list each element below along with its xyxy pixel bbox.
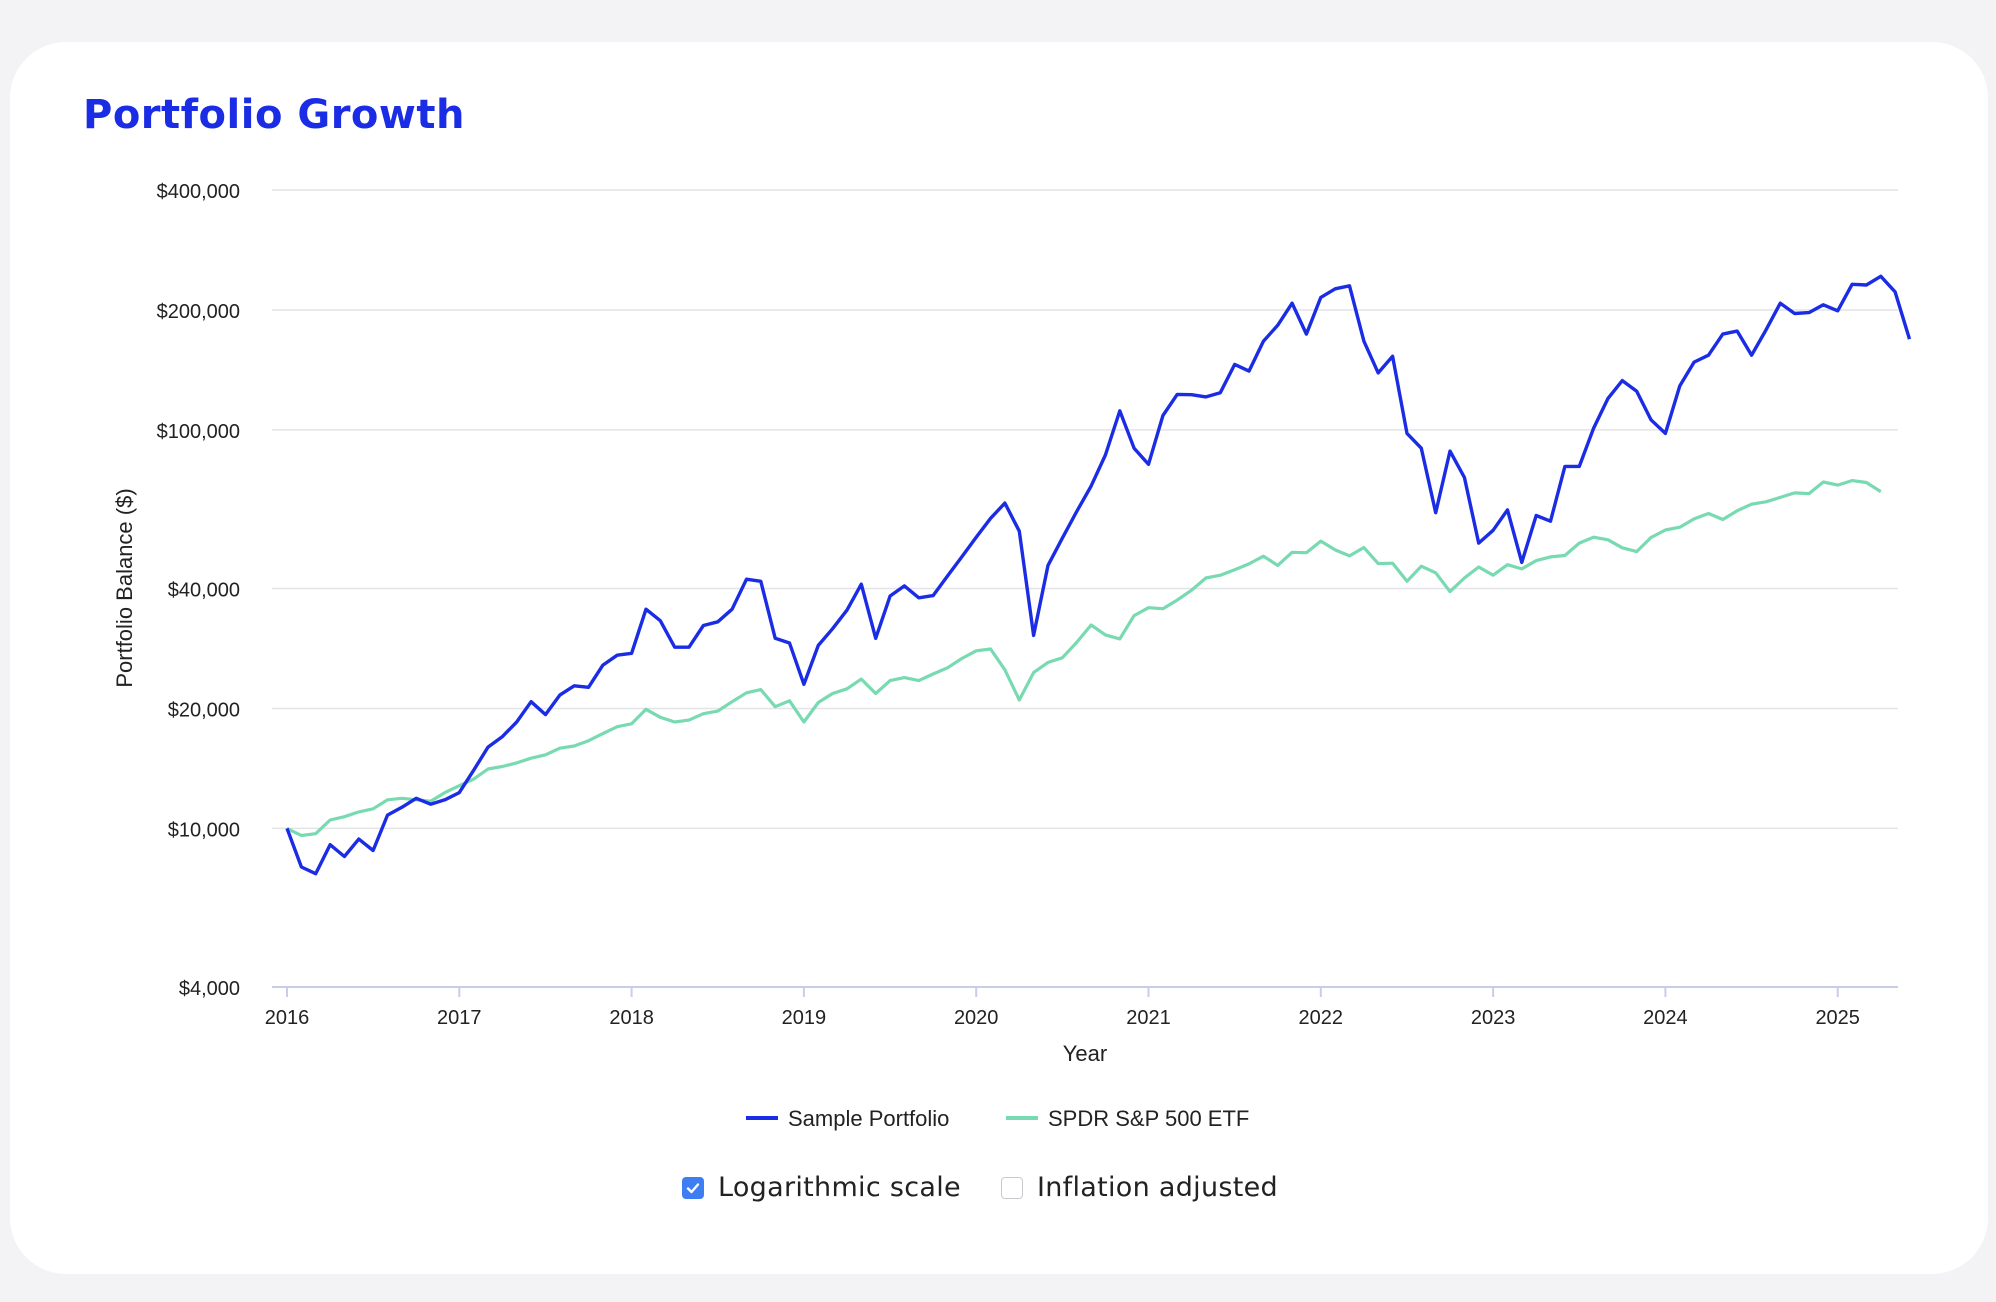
inflation-adjusted-checkbox[interactable]: [1000, 1176, 1023, 1199]
y-axis-label: Portfolio Balance ($): [112, 488, 137, 687]
y-tick-label: $4,000: [179, 978, 240, 1000]
series-lines: [285, 274, 1912, 876]
y-tick-label: $20,000: [168, 699, 240, 721]
x-tick-label: 2023: [1471, 1007, 1516, 1029]
y-axis-ticks: $4,000 $10,000 $20,000 $40,000 $100,000 $200,…: [157, 181, 240, 1000]
grid-lines: [272, 189, 1898, 830]
y-tick-label: $10,000: [168, 819, 240, 841]
x-tick-label: 2022: [1299, 1007, 1344, 1029]
x-axis-label: Year: [1063, 1041, 1107, 1066]
y-tick-label: $40,000: [168, 580, 240, 602]
legend-item-spdr-sp500[interactable]: SPDR S&P 500 ETF: [1006, 1106, 1249, 1131]
legend-label-sample-portfolio: Sample Portfolio: [788, 1106, 949, 1131]
y-tick-label: $100,000: [157, 421, 240, 443]
inflation-adjusted-label: Inflation adjusted: [1036, 1172, 1278, 1203]
series-line-sample-portfolio: [285, 274, 1912, 876]
portfolio-growth-chart: $4,000 $10,000 $20,000 $40,000 $100,000 $200,…: [112, 181, 1912, 1131]
legend-item-sample-portfolio[interactable]: Sample Portfolio: [746, 1106, 949, 1131]
y-tick-label: $200,000: [157, 301, 240, 323]
chart-options: Logarithmic scale Inflation adjusted: [0, 1172, 1978, 1203]
series-line-spdr-sp500: [286, 479, 1882, 838]
card-title: Portfolio Growth: [83, 92, 465, 138]
checkmark-icon: [686, 1182, 700, 1193]
portfolio-growth-card: [10, 42, 1988, 1274]
legend-label-spdr-sp500: SPDR S&P 500 ETF: [1048, 1106, 1249, 1131]
x-tick-label: 2020: [954, 1007, 999, 1029]
x-tick-label: 2018: [609, 1007, 654, 1029]
x-tick-label: 2019: [782, 1007, 827, 1029]
log-scale-checkbox[interactable]: [681, 1176, 704, 1199]
x-tick-label: 2017: [437, 1007, 482, 1029]
log-scale-option[interactable]: Logarithmic scale: [681, 1172, 961, 1203]
x-tick-label: 2021: [1126, 1007, 1171, 1029]
x-tick-label: 2016: [265, 1007, 310, 1029]
y-tick-label: $400,000: [157, 181, 240, 203]
x-tick-label: 2025: [1815, 1007, 1860, 1029]
inflation-adjusted-option[interactable]: Inflation adjusted: [1000, 1172, 1278, 1203]
log-scale-label: Logarithmic scale: [717, 1172, 961, 1203]
x-tick-label: 2024: [1643, 1007, 1688, 1029]
x-axis-ticks: 2016 2017 2018 2019 2020 2021 2022 2023 2024 2025: [265, 987, 1860, 1029]
